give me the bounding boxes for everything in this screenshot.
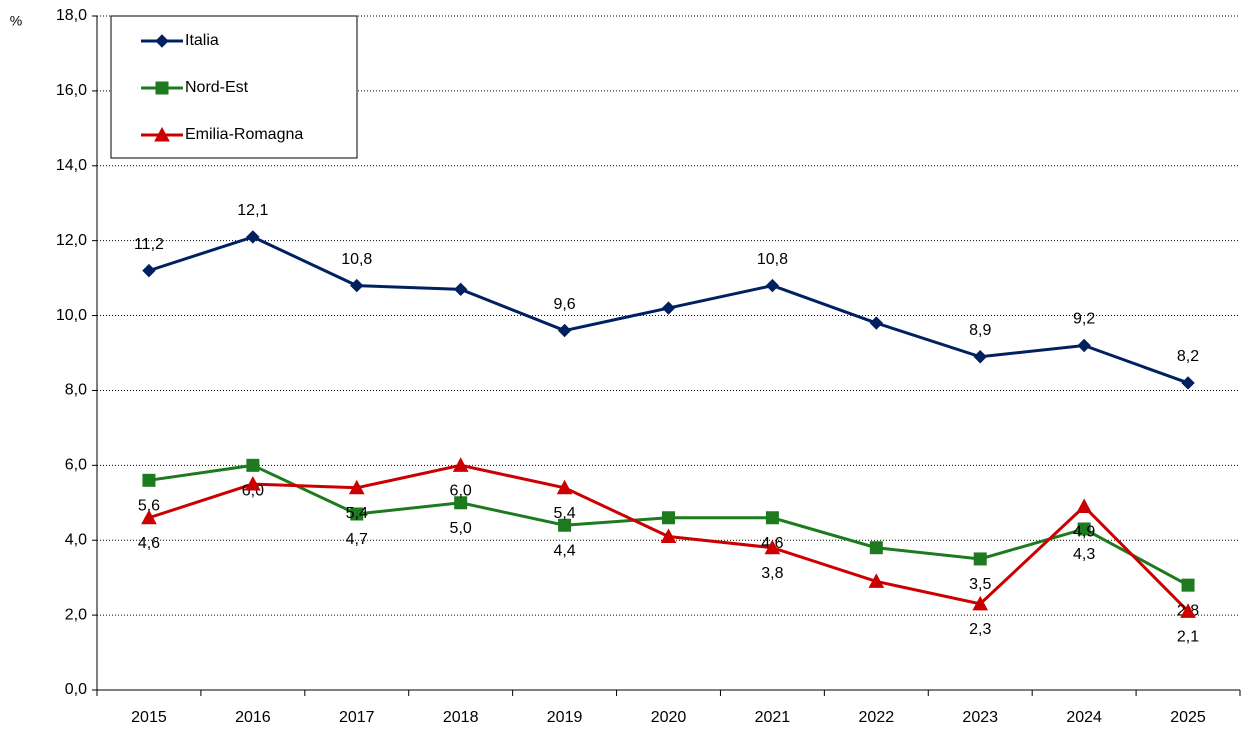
marker xyxy=(155,81,169,95)
marker xyxy=(662,511,675,525)
marker xyxy=(245,476,261,491)
marker xyxy=(348,479,365,495)
series-line xyxy=(148,463,1189,587)
y-tick-label: 16,0 xyxy=(56,82,87,99)
x-tick-label: 2021 xyxy=(755,709,791,726)
data-label: 4,4 xyxy=(553,542,575,559)
marker xyxy=(1181,376,1195,390)
marker xyxy=(557,323,572,338)
data-label: 3,5 xyxy=(969,576,991,593)
data-label: 5,6 xyxy=(138,498,160,515)
data-label: 12,1 xyxy=(237,202,268,219)
x-tick-label: 2020 xyxy=(651,709,687,726)
marker xyxy=(661,301,676,315)
x-tick-label: 2024 xyxy=(1066,709,1102,726)
marker xyxy=(350,507,364,521)
marker xyxy=(454,496,468,510)
data-label: 5,4 xyxy=(553,505,575,522)
x-tick-label: 2023 xyxy=(962,709,998,726)
marker xyxy=(1181,578,1195,592)
data-label: 4,6 xyxy=(138,535,160,552)
marker xyxy=(973,552,987,566)
data-label: 9,2 xyxy=(1073,311,1095,328)
x-tick-label: 2022 xyxy=(859,709,895,726)
marker xyxy=(765,278,780,293)
marker xyxy=(765,511,779,525)
marker xyxy=(141,509,157,525)
y-tick-label: 2,0 xyxy=(65,606,87,623)
marker xyxy=(452,457,469,472)
x-tick-label: 2015 xyxy=(131,709,167,726)
marker xyxy=(973,350,987,364)
marker xyxy=(558,518,572,532)
y-tick-label: 14,0 xyxy=(56,157,87,174)
marker xyxy=(1180,603,1196,618)
data-label: 4,7 xyxy=(346,531,368,548)
marker xyxy=(972,595,989,611)
marker xyxy=(764,539,781,555)
marker xyxy=(154,126,170,142)
x-tick-label: 2016 xyxy=(235,709,271,726)
data-label: 11,2 xyxy=(134,236,164,253)
legend-label: Emilia-Romagna xyxy=(185,126,303,143)
data-label: 3,8 xyxy=(761,565,783,582)
marker xyxy=(869,541,883,555)
marker xyxy=(868,573,885,588)
y-tick-label: 8,0 xyxy=(65,382,87,399)
x-tick-label: 2018 xyxy=(443,709,479,726)
y-tick-label: 18,0 xyxy=(56,7,87,24)
marker xyxy=(246,230,260,244)
marker xyxy=(142,473,156,487)
data-label: 10,8 xyxy=(341,251,372,268)
marker xyxy=(1077,338,1091,353)
data-label: 8,2 xyxy=(1177,348,1199,365)
data-label: 4,9 xyxy=(1073,524,1095,541)
marker xyxy=(350,278,364,293)
data-label: 5,0 xyxy=(450,520,472,537)
x-tick-label: 2025 xyxy=(1170,709,1206,726)
marker xyxy=(556,479,573,495)
data-label: 6,0 xyxy=(450,483,472,500)
y-tick-label: 4,0 xyxy=(65,531,87,548)
y-tick-label: 10,0 xyxy=(56,307,87,324)
marker xyxy=(155,34,169,48)
data-label: 8,9 xyxy=(969,322,991,339)
legend-label: Italia xyxy=(185,32,219,49)
y-axis-label: % xyxy=(10,13,22,29)
y-tick-label: 0,0 xyxy=(65,681,87,698)
marker xyxy=(246,458,260,472)
data-label: 10,8 xyxy=(757,251,788,268)
legend-label: Nord-Est xyxy=(185,79,249,96)
marker xyxy=(142,263,156,278)
marker xyxy=(1076,498,1092,514)
data-label: 5,4 xyxy=(346,505,368,522)
marker xyxy=(660,528,677,543)
x-tick-label: 2017 xyxy=(339,709,375,726)
data-label: 2,1 xyxy=(1177,629,1199,646)
data-label: 9,6 xyxy=(553,296,575,313)
x-tick-label: 2019 xyxy=(547,709,583,726)
marker xyxy=(1077,522,1091,536)
data-label: 4,3 xyxy=(1073,546,1095,563)
data-label: 2,3 xyxy=(969,621,991,638)
y-tick-label: 12,0 xyxy=(56,232,87,249)
marker xyxy=(869,316,884,330)
marker xyxy=(453,282,468,297)
y-tick-label: 6,0 xyxy=(65,457,87,474)
